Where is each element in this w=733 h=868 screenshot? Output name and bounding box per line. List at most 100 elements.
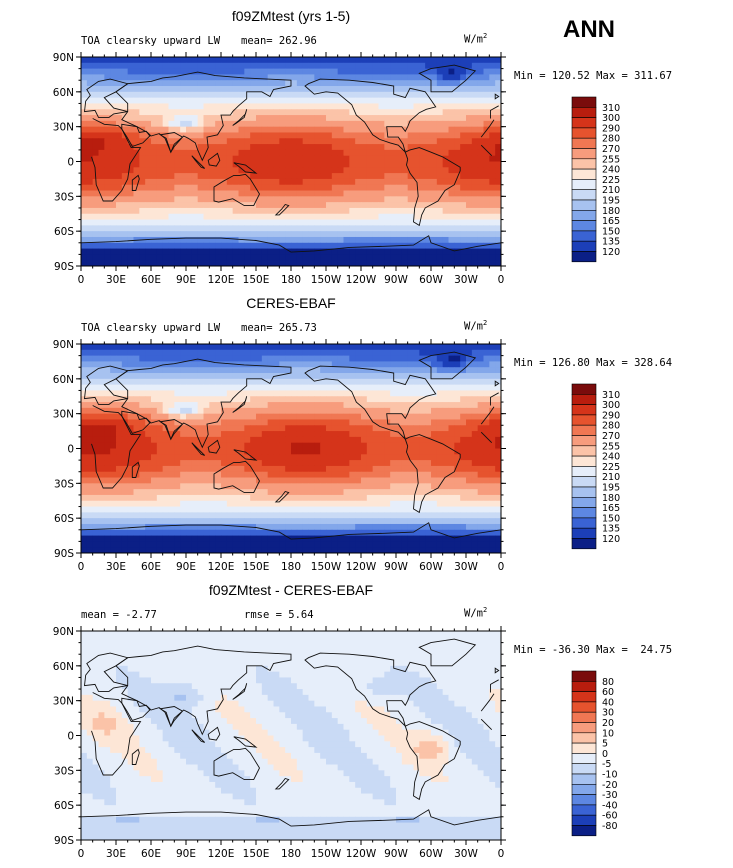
- panel-1-colorbar-swatch: [572, 138, 596, 148]
- panel-3-colorbar-swatch: [572, 826, 596, 836]
- panel-1-left-label: TOA clearsky upward LW: [81, 35, 220, 47]
- panel-3-mean-label: rmse = 5.64: [244, 609, 314, 621]
- panel-3-colorbar-swatch: [572, 815, 596, 825]
- panel-2-colorbar-swatch: [572, 508, 596, 518]
- panel-2-colorbar-swatch: [572, 528, 596, 538]
- panel-1-xtick-label: 0: [78, 274, 85, 286]
- panel-1-ytick-label: 0: [67, 157, 74, 169]
- panel-3-minmax: Min = -36.30 Max = 24.75: [514, 644, 672, 656]
- panel-1-xtick-label: 30W: [454, 274, 478, 286]
- panel-2-ytick-label: 30S: [54, 478, 74, 490]
- panel-1-xtick-label: 60W: [419, 274, 443, 286]
- panel-3-xtick-label: 120E: [208, 848, 235, 860]
- panel-3-ytick-label: 0: [67, 731, 74, 743]
- panel-1-colorbar-swatch: [572, 210, 596, 220]
- panel-1-xtick-label: 150E: [243, 274, 270, 286]
- panel-2-ytick-label: 60N: [53, 374, 74, 386]
- panel-3-colorbar-label: -80: [602, 821, 618, 832]
- panel-2-ytick-label: 60S: [54, 513, 74, 525]
- panel-1-xtick-label: 120E: [208, 274, 235, 286]
- panel-2-ytick-label: 0: [67, 444, 74, 456]
- panel-3-colorbar-swatch: [572, 743, 596, 753]
- panel-2-colorbar-swatch: [572, 456, 596, 466]
- panel-1-colorbar-swatch: [572, 159, 596, 169]
- panel-1-colorbar-swatch: [572, 179, 596, 189]
- panel-1-xtick-label: 120W: [346, 274, 377, 286]
- panel-3-ytick-label: 30N: [53, 696, 74, 708]
- panel-2-colorbar-swatch: [572, 518, 596, 528]
- panel-1-ytick-label: 30N: [53, 122, 74, 134]
- panel-3-colorbar-swatch: [572, 692, 596, 702]
- panel-1-colorbar-swatch: [572, 190, 596, 200]
- panel-2-colorbar-swatch: [572, 487, 596, 497]
- panel-1-colorbar: 3103002902802702552402252101951801651501…: [572, 97, 652, 272]
- panel-3-colorbar-swatch: [572, 753, 596, 763]
- panel-1-ytick-label: 90N: [53, 52, 74, 64]
- panel-3-xtick-label: 150E: [243, 848, 270, 860]
- panel-3-colorbar-swatch: [572, 784, 596, 794]
- panel-2-colorbar-swatch: [572, 539, 596, 549]
- panel-3-xtick-label: 60W: [419, 848, 443, 860]
- panel-2-xtick-label: 120E: [208, 561, 235, 573]
- panel-2-title: CERES-EBAF: [81, 295, 501, 311]
- panel-1-colorbar-swatch: [572, 107, 596, 117]
- panel-2-xtick-label: 90E: [176, 561, 196, 573]
- panel-1-colorbar-swatch: [572, 252, 596, 262]
- panel-3-colorbar-swatch: [572, 723, 596, 733]
- panel-3-left-label: mean = -2.77: [81, 609, 157, 621]
- panel-2-xtick-label: 60W: [419, 561, 443, 573]
- panel-1-colorbar-swatch: [572, 200, 596, 210]
- panel-1-ytick-label: 90S: [54, 261, 74, 273]
- panel-1-xtick-label: 90W: [384, 274, 408, 286]
- panel-3-colorbar-swatch: [572, 681, 596, 691]
- panel-2-colorbar-swatch: [572, 436, 596, 446]
- panel-1-xtick-label: 30E: [106, 274, 126, 286]
- panel-1-ytick-label: 60N: [53, 87, 74, 99]
- panel-1-xtick-label: 150W: [311, 274, 342, 286]
- panel-2-colorbar: 3103002902802702552402252101951801651501…: [572, 384, 652, 559]
- panel-1-xtick-label: 60E: [141, 274, 161, 286]
- panel-1-colorbar-swatch: [572, 241, 596, 251]
- panel-2-xtick-label: 180: [281, 561, 301, 573]
- panel-3-xtick-label: 150W: [311, 848, 342, 860]
- panel-2-xtick-label: 0: [498, 561, 505, 573]
- panel-3-colorbar-swatch: [572, 795, 596, 805]
- panel-1-title: f09ZMtest (yrs 1-5): [81, 8, 501, 24]
- panel-3-colorbar-swatch: [572, 712, 596, 722]
- panel-1-colorbar-swatch: [572, 118, 596, 128]
- panel-3-xtick-label: 60E: [141, 848, 161, 860]
- panel-2-colorbar-swatch: [572, 405, 596, 415]
- panel-1-units: W/m2: [464, 32, 487, 46]
- panel-3-colorbar-swatch: [572, 774, 596, 784]
- panel-3-units: W/m2: [464, 606, 487, 620]
- panel-3-xtick-label: 180: [281, 848, 301, 860]
- panel-2-colorbar-swatch: [572, 477, 596, 487]
- panel-1-minmax: Min = 120.52 Max = 311.67: [514, 70, 672, 82]
- panel-2-colorbar-label: 120: [602, 534, 620, 545]
- panel-2-ytick-label: 90S: [54, 548, 74, 560]
- panel-3-colorbar-swatch: [572, 702, 596, 712]
- panel-1-colorbar-swatch: [572, 231, 596, 241]
- panel-1-colorbar-label: 120: [602, 247, 620, 258]
- panel-3-xtick-label: 0: [78, 848, 85, 860]
- panel-3-ytick-label: 60S: [54, 800, 74, 812]
- panel-2-xtick-label: 150W: [311, 561, 342, 573]
- panel-2-colorbar-swatch: [572, 425, 596, 435]
- panel-1-ytick-label: 60S: [54, 226, 74, 238]
- panel-3-xtick-label: 30W: [454, 848, 478, 860]
- panel-2-left-label: TOA clearsky upward LW: [81, 322, 220, 334]
- panel-3-ytick-label: 90N: [53, 626, 74, 638]
- panel-1-mean-label: mean= 262.96: [241, 35, 317, 47]
- panel-3-colorbar-swatch: [572, 805, 596, 815]
- panel-3-ytick-label: 60N: [53, 661, 74, 673]
- panel-1-colorbar-swatch: [572, 149, 596, 159]
- panel-3-colorbar-swatch: [572, 733, 596, 743]
- panel-2-xtick-label: 60E: [141, 561, 161, 573]
- panel-2-xtick-label: 0: [78, 561, 85, 573]
- panel-2-ytick-label: 90N: [53, 339, 74, 351]
- panel-1-xtick-label: 0: [498, 274, 505, 286]
- panel-2-colorbar-swatch: [572, 466, 596, 476]
- panel-3-xtick-label: 90W: [384, 848, 408, 860]
